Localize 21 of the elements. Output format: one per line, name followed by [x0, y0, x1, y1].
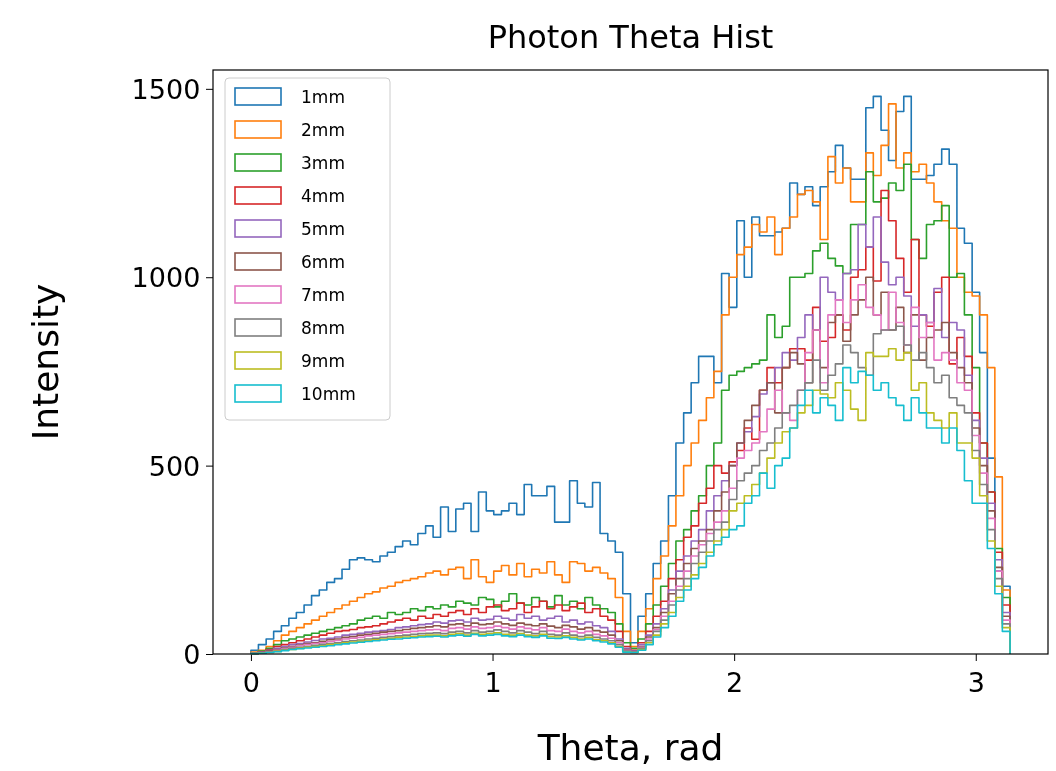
legend-label: 5mm — [301, 219, 345, 239]
y-tick-label: 0 — [183, 638, 201, 670]
legend-label: 10mm — [301, 384, 356, 404]
legend-label: 6mm — [301, 252, 345, 272]
legend-label: 7mm — [301, 285, 345, 305]
legend-label: 4mm — [301, 186, 345, 206]
legend-label: 9mm — [301, 351, 345, 371]
y-tick-label: 1500 — [131, 73, 201, 105]
legend-label: 3mm — [301, 153, 345, 173]
x-tick-label: 1 — [484, 667, 502, 699]
x-tick-label: 0 — [242, 667, 261, 699]
y-tick-label: 1000 — [131, 262, 201, 294]
legend-label: 8mm — [301, 318, 345, 338]
legend-label: 1mm — [301, 87, 345, 107]
chart-title: Photon Theta Hist — [487, 18, 774, 56]
y-tick-label: 500 — [148, 450, 201, 482]
y-axis-title: Intensity — [25, 283, 66, 441]
x-axis-title: Theta, rad — [536, 727, 724, 768]
legend-label: 2mm — [301, 120, 345, 140]
x-tick-label: 2 — [726, 667, 744, 699]
x-tick-label: 3 — [967, 667, 985, 699]
